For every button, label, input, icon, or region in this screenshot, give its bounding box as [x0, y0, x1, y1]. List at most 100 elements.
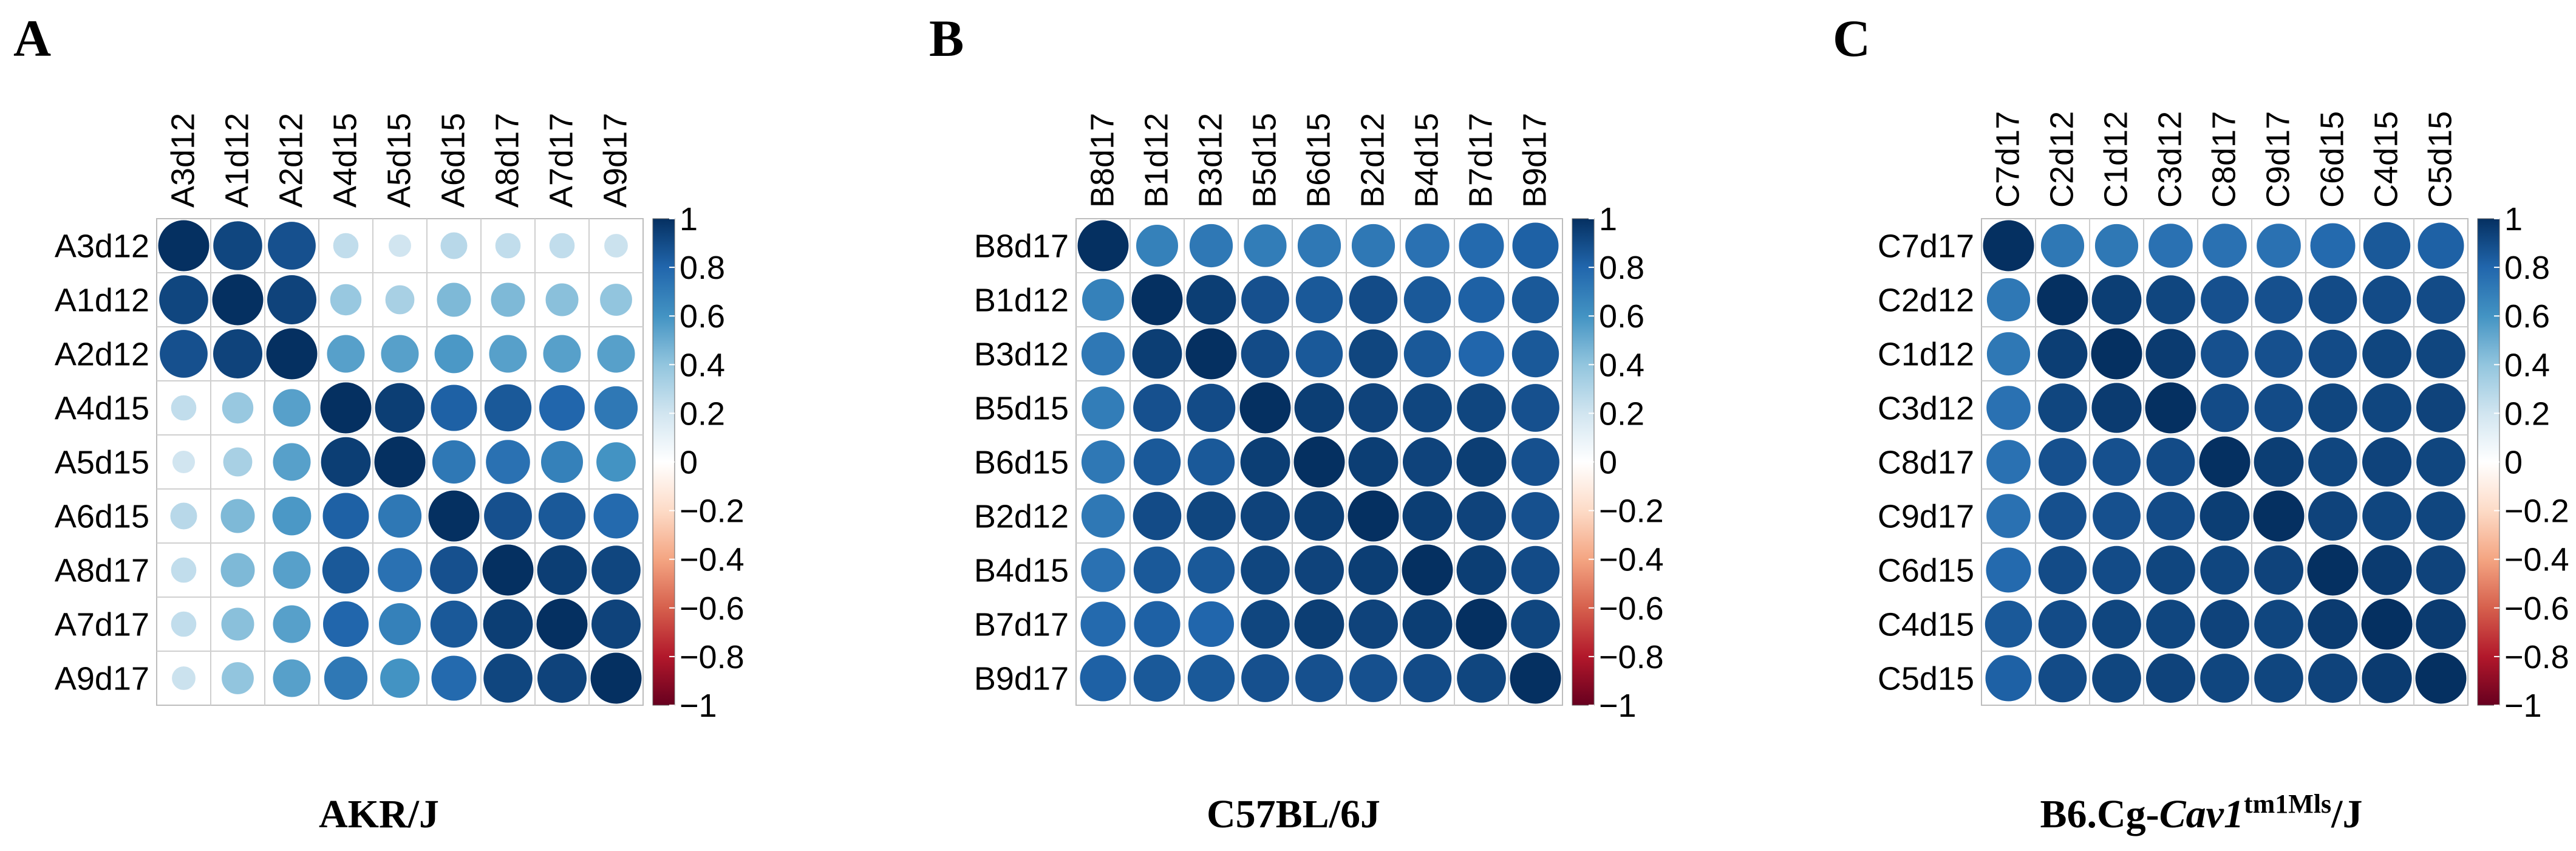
correlation-cell — [272, 550, 312, 590]
correlation-cell — [220, 552, 256, 588]
colorbar-tick-label: 0.6 — [2504, 298, 2550, 335]
correlation-cell — [222, 446, 253, 477]
correlation-cell — [1293, 436, 1346, 488]
correlation-cell — [319, 381, 372, 434]
correlation-cell — [1188, 601, 1235, 648]
row-label: A8d17 — [55, 553, 149, 589]
correlation-cell — [159, 329, 208, 378]
correlation-cell — [323, 655, 369, 701]
correlation-cell — [1082, 278, 1125, 321]
correlation-cell — [2091, 545, 2142, 595]
column-label: A3d12 — [165, 113, 202, 208]
correlation-cell — [2091, 653, 2142, 703]
row-label: B2d12 — [974, 499, 1069, 535]
correlation-cell — [2362, 221, 2411, 270]
correlation-cell — [2306, 544, 2359, 596]
correlation-cell — [1077, 219, 1130, 272]
correlation-cell — [1986, 385, 2031, 431]
panel-caption: C57BL/6J — [1207, 792, 1380, 836]
colorbar-tick-label: 1 — [1599, 201, 1617, 238]
correlation-cell — [604, 233, 629, 258]
correlation-cell — [2308, 383, 2358, 433]
panel-b: B B8d17 B1d12 B3d12 B5d15 B6d15 B2d12 B4d15 B7d1… — [929, 9, 1664, 836]
colorbar-tick-label: −0.8 — [680, 639, 745, 675]
row-label: A1d12 — [55, 282, 149, 319]
correlation-cell — [378, 603, 421, 646]
row-label: C1d12 — [1878, 337, 1974, 373]
column-label: A8d17 — [489, 113, 526, 208]
correlation-cell — [272, 658, 312, 698]
correlation-cell — [1509, 652, 1562, 705]
correlation-cell — [1402, 598, 1453, 650]
correlation-cell — [536, 598, 588, 651]
correlation-cell — [1348, 383, 1399, 433]
correlation-cell — [2036, 273, 2089, 326]
correlation-cell — [170, 394, 197, 422]
correlation-cell — [2362, 275, 2412, 325]
correlation-cell — [482, 598, 534, 650]
correlation-cell — [2362, 329, 2412, 379]
correlation-cell — [537, 491, 587, 541]
correlation-cell — [374, 382, 426, 434]
correlation-cell — [2092, 437, 2141, 487]
correlation-cell — [2145, 545, 2196, 595]
correlation-cell — [1293, 598, 1345, 650]
correlation-cell — [171, 666, 196, 691]
correlation-cell — [542, 334, 582, 374]
column-label: C5d15 — [2422, 111, 2459, 208]
correlation-cell — [1402, 437, 1453, 487]
colorbar-tick-label: −0.2 — [1599, 493, 1664, 530]
correlation-cell — [326, 334, 366, 374]
column-label: B6d15 — [1301, 113, 1337, 208]
correlation-cell — [2254, 275, 2303, 324]
row-label: B9d17 — [974, 661, 1069, 697]
column-label: C2d12 — [2044, 111, 2080, 208]
correlation-cell — [2145, 437, 2196, 487]
correlation-cell — [591, 545, 641, 595]
correlation-cell — [2308, 653, 2358, 703]
correlation-cell — [2362, 491, 2412, 541]
correlation-cell — [2091, 599, 2142, 649]
correlation-cell — [1081, 386, 1125, 430]
correlation-cell — [599, 283, 633, 316]
correlation-cell — [2144, 381, 2197, 434]
correlation-cell — [322, 601, 369, 648]
correlation-cell — [593, 385, 639, 431]
correlation-cell — [1982, 219, 2035, 272]
caption-part: /J — [2331, 792, 2362, 836]
correlation-cell — [1984, 600, 2033, 649]
correlation-cell — [429, 545, 479, 595]
correlation-cell — [1240, 545, 1290, 595]
correlation-cell — [1186, 383, 1236, 433]
correlation-cell — [1293, 490, 1345, 542]
colorbar-tick-label: 0.2 — [1599, 395, 1644, 432]
column-label: C9d17 — [2260, 111, 2297, 208]
correlation-cell — [320, 436, 372, 488]
colorbar-tick-label: 0.6 — [1599, 298, 1644, 335]
column-label: C1d12 — [2098, 111, 2135, 208]
correlation-cell — [1455, 598, 1508, 651]
correlation-cell — [1986, 493, 2031, 539]
column-label: C3d12 — [2152, 111, 2189, 208]
correlation-cell — [1243, 224, 1287, 268]
correlation-cell — [377, 547, 423, 593]
correlation-cell — [1511, 329, 1560, 378]
colorbar-tick-label: −0.2 — [2504, 493, 2569, 530]
correlation-cell — [1240, 491, 1290, 541]
correlation-cell — [1239, 381, 1292, 434]
correlation-cell — [2145, 328, 2196, 380]
correlation-cell — [2416, 437, 2466, 487]
row-label: A2d12 — [55, 337, 149, 373]
correlation-cell — [1986, 277, 2031, 323]
correlation-cell — [2361, 544, 2413, 596]
correlation-cell — [1241, 275, 1290, 324]
colorbar-tick-label: 0.6 — [680, 298, 725, 335]
correlation-cell — [1080, 331, 1126, 377]
caption-part: Cav1 — [2159, 792, 2244, 836]
row-label: C9d17 — [1878, 499, 1974, 535]
column-label: C4d15 — [2368, 111, 2405, 208]
correlation-cell — [170, 610, 197, 638]
correlation-cell — [1241, 654, 1290, 703]
correlation-cell — [2091, 274, 2142, 326]
row-label: B6d15 — [974, 445, 1069, 481]
